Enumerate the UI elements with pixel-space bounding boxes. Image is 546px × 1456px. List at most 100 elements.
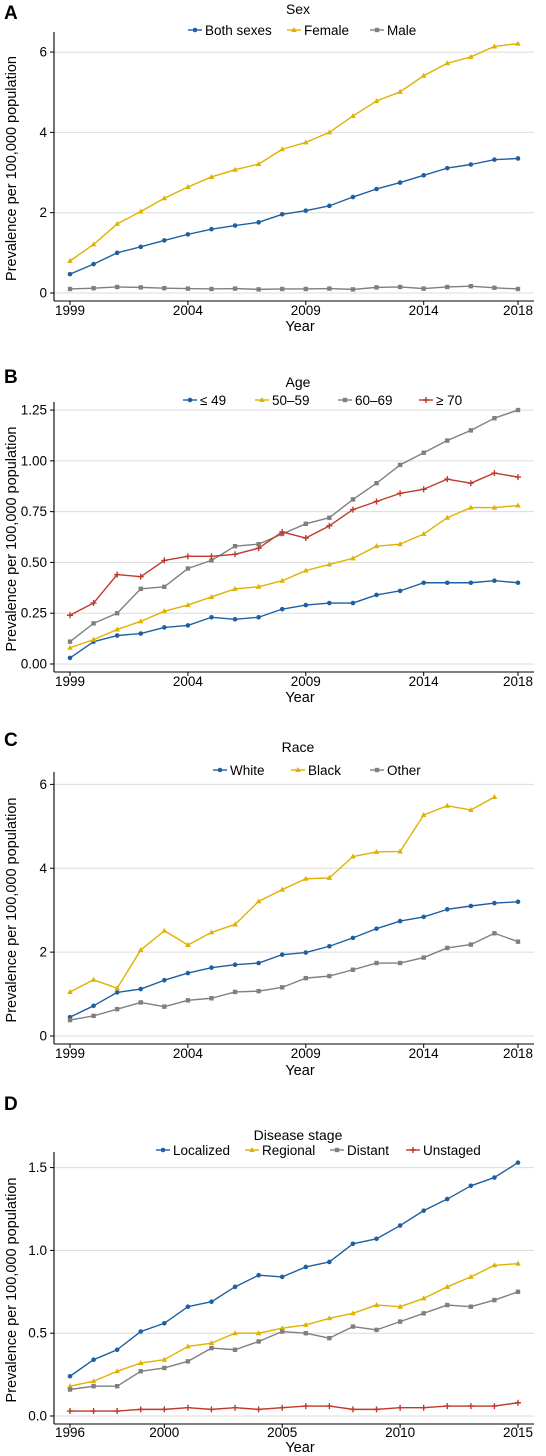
data-point (421, 1208, 426, 1213)
data-point (327, 515, 332, 520)
series-other (67, 931, 521, 1023)
data-point (444, 514, 451, 520)
data-point (114, 1383, 120, 1389)
series-line (69, 901, 519, 1018)
data-point (350, 555, 356, 561)
data-point (468, 903, 474, 909)
data-point (91, 1013, 96, 1019)
data-point (137, 208, 144, 214)
data-point (327, 600, 332, 606)
data-point (421, 173, 426, 178)
data-point (515, 40, 521, 46)
y-tick-label: 4 (39, 861, 47, 876)
data-point (420, 1404, 427, 1411)
data-point (256, 220, 261, 225)
data-point (209, 965, 214, 970)
x-tick-label: 2014 (409, 1046, 440, 1061)
data-point (302, 535, 309, 542)
legend-marker (192, 27, 198, 33)
data-point (232, 1330, 238, 1336)
data-point (90, 1408, 97, 1415)
legend-item: Black (291, 763, 341, 778)
data-point (374, 960, 379, 966)
x-tick-label: 2000 (149, 1425, 179, 1440)
data-point (161, 195, 168, 201)
data-point (444, 1196, 450, 1202)
data-point (492, 931, 497, 936)
data-point (256, 541, 261, 547)
data-point (91, 1357, 96, 1362)
data-point (326, 561, 333, 567)
data-point (90, 636, 97, 642)
data-point (185, 232, 191, 237)
data-point (232, 989, 238, 995)
data-point (302, 875, 309, 881)
data-point (137, 573, 144, 580)
data-point (397, 284, 403, 290)
y-tick-label: 0.25 (21, 606, 47, 621)
data-point (350, 935, 356, 941)
legend-label: Other (387, 763, 421, 778)
series-line (69, 157, 519, 275)
data-point (350, 112, 356, 118)
y-tick-label: 0.5 (28, 1326, 47, 1341)
data-point (445, 438, 450, 443)
data-point (67, 1387, 73, 1392)
data-point (161, 557, 168, 564)
data-point (350, 497, 356, 502)
data-point (349, 1406, 356, 1413)
data-point (327, 943, 332, 949)
series-distant (67, 1289, 521, 1392)
data-point (491, 43, 498, 49)
data-point (350, 287, 356, 292)
series-regional (67, 1260, 521, 1389)
legend-label: ≥ 70 (436, 393, 462, 408)
data-point (515, 1260, 521, 1266)
data-point (114, 1368, 120, 1374)
data-point (161, 608, 168, 614)
data-point (349, 506, 356, 513)
data-point (232, 617, 238, 622)
data-point (114, 220, 120, 226)
series-black (67, 793, 498, 994)
y-tick-label: 1.25 (21, 403, 47, 418)
data-point (420, 486, 427, 493)
data-point (397, 960, 403, 966)
data-point (373, 98, 380, 104)
data-point (444, 1283, 451, 1289)
legend-label: 60–69 (355, 393, 393, 408)
data-point (255, 1406, 262, 1413)
series-localized (67, 1160, 521, 1379)
x-tick-label: 2009 (291, 1046, 321, 1061)
data-point (208, 553, 215, 560)
data-point (138, 986, 144, 992)
data-point (114, 633, 120, 638)
data-point (185, 1359, 191, 1364)
data-point (468, 504, 474, 510)
data-point (468, 942, 474, 947)
data-point (232, 585, 238, 591)
data-point (114, 990, 120, 995)
series-70 (67, 470, 521, 619)
data-point (208, 929, 215, 935)
data-point (162, 285, 167, 291)
data-point (91, 1003, 96, 1009)
data-point (256, 287, 261, 292)
x-axis-title: Year (285, 319, 314, 335)
data-point (114, 1006, 120, 1012)
data-point (515, 580, 521, 586)
data-point (327, 1259, 332, 1265)
data-point (303, 286, 308, 292)
legend-marker (410, 1147, 416, 1153)
data-point (515, 899, 521, 905)
data-point (468, 283, 474, 289)
data-point (444, 476, 451, 483)
data-point (185, 1304, 191, 1310)
data-point (492, 1297, 497, 1303)
y-tick-label: 4 (39, 125, 47, 140)
data-point (515, 939, 521, 944)
data-point (232, 166, 238, 172)
data-point (373, 848, 380, 854)
x-tick-label: 2010 (385, 1425, 415, 1440)
